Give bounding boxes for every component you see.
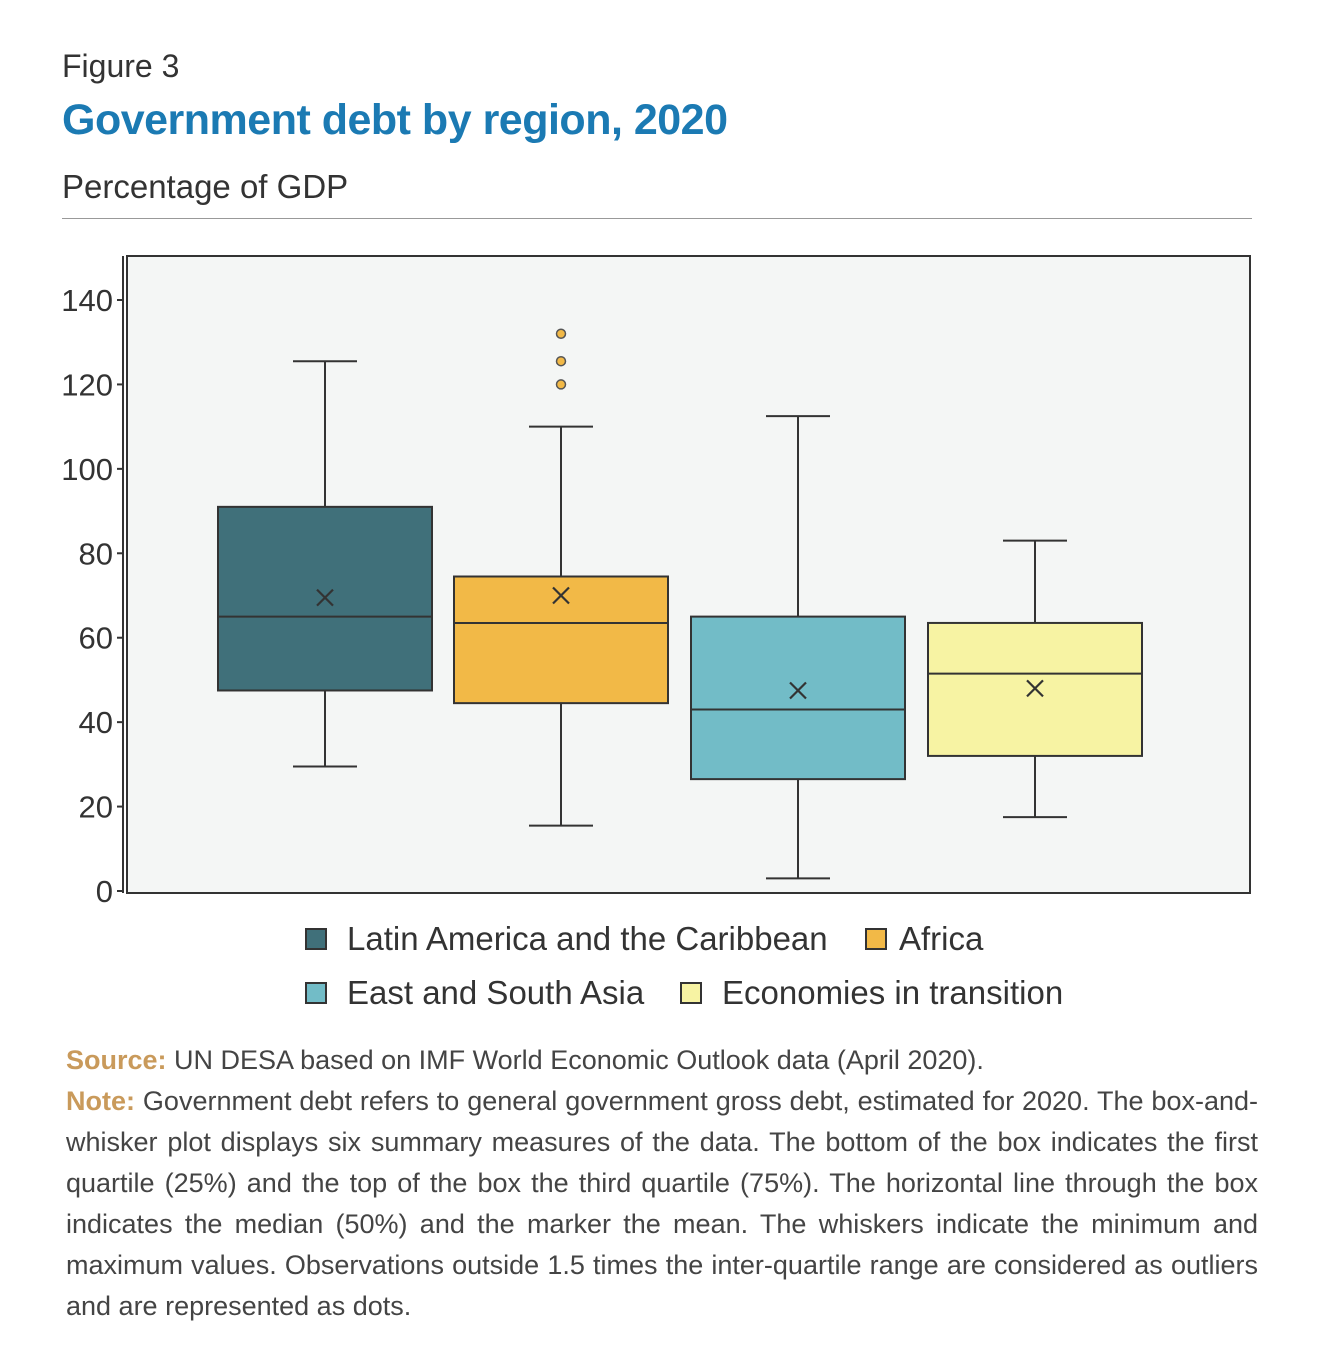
legend-item-africa: Africa (865, 920, 983, 958)
y-tick-label: 80 (79, 536, 113, 571)
y-tick-label: 140 (61, 283, 113, 318)
legend-swatch-latin-america (305, 928, 327, 950)
title-divider (62, 218, 1252, 219)
note-line: Note: Government debt refers to general … (66, 1081, 1258, 1327)
figure-title: Government debt by region, 2020 (62, 96, 728, 144)
mean-marker (789, 681, 807, 700)
outlier-point (555, 328, 567, 340)
figure-subtitle: Percentage of GDP (62, 168, 349, 205)
source-text: UN DESA based on IMF World Economic Outl… (174, 1045, 984, 1075)
mean-marker (316, 588, 334, 607)
figure-label: Figure 3 (62, 48, 180, 84)
legend-label-east-south-asia: East and South Asia (347, 974, 645, 1011)
y-tick-label: 120 (61, 367, 113, 402)
y-tick-label: 40 (79, 705, 113, 740)
box-plot-chart: 0 20 40 60 80 100 120 140 (61, 255, 1251, 909)
mean-marker (552, 586, 570, 605)
legend-swatch-east-south-asia (305, 982, 327, 1004)
legend-item-latin-america: Latin America and the Caribbean (305, 920, 828, 958)
y-tick-label: 20 (79, 790, 113, 825)
legend-label-africa: Africa (899, 920, 984, 957)
note-text: Government debt refers to general govern… (66, 1086, 1258, 1321)
source-label: Source: (66, 1045, 167, 1075)
legend-label-latin-america: Latin America and the Caribbean (347, 920, 828, 957)
y-tick-label: 0 (96, 874, 113, 909)
box-iqr (690, 615, 906, 781)
box-iqr (453, 575, 669, 705)
legend-swatch-economies-in-transition (680, 982, 702, 1004)
legend-label-economies-in-transition: Economies in transition (722, 974, 1064, 1011)
figure-notes: Source: UN DESA based on IMF World Econo… (66, 1040, 1258, 1327)
mean-marker (1026, 679, 1044, 698)
legend-item-east-south-asia: East and South Asia (305, 974, 644, 1012)
legend-item-economies-in-transition: Economies in transition (680, 974, 1063, 1012)
y-tick-label: 100 (61, 452, 113, 487)
y-tick-label: 60 (79, 621, 113, 656)
note-label: Note: (66, 1086, 135, 1116)
outlier-point (555, 355, 567, 367)
outlier-point (555, 379, 567, 390)
legend-swatch-africa (865, 928, 887, 950)
source-line: Source: UN DESA based on IMF World Econo… (66, 1040, 1258, 1081)
